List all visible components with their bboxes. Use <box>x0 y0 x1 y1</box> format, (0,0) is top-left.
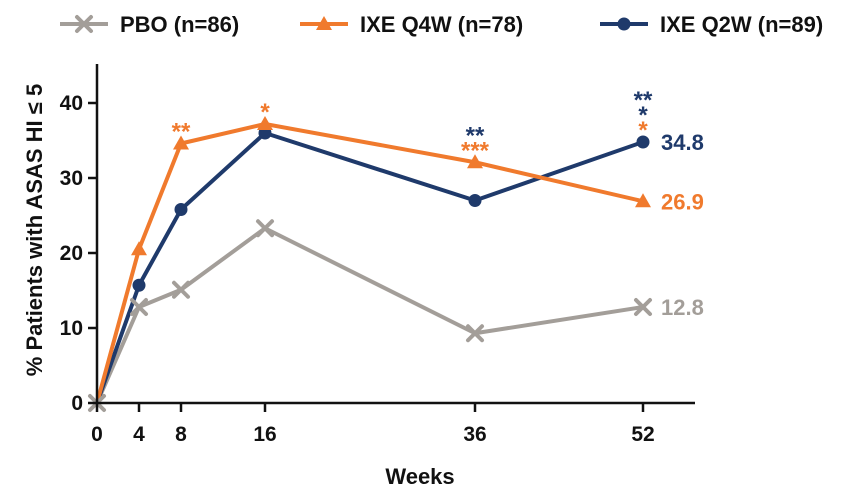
series-line <box>95 131 644 404</box>
end-value-labels: 12.8 26.9 34.8 <box>661 130 704 320</box>
x-tick-label: 52 <box>631 423 654 446</box>
y-tick-label: 30 <box>60 167 83 190</box>
data-point <box>257 116 273 130</box>
data-point <box>468 194 482 207</box>
significance-marker: ** <box>634 87 653 114</box>
data-point <box>636 135 650 149</box>
legend-marker-stroke-b <box>75 15 93 33</box>
y-axis-title: % Patients with ASAS HI ≤ 5 <box>22 84 47 376</box>
significance-marker: * <box>260 99 270 126</box>
legend-label: IXE Q4W (n=78) <box>360 12 523 37</box>
data-point-stroke-b <box>256 219 274 238</box>
y-tick-label: 10 <box>60 317 83 340</box>
x-tick-label: 8 <box>175 423 187 446</box>
data-point <box>132 278 146 292</box>
legend-label: IXE Q2W (n=89) <box>660 12 823 37</box>
data-point <box>172 280 190 299</box>
data-point <box>130 298 148 316</box>
end-value-label: 26.9 <box>661 189 704 214</box>
significance-marker: * <box>638 117 648 144</box>
x-tick-label: 36 <box>463 423 486 446</box>
legend-marker <box>316 16 332 30</box>
end-value-label: 12.8 <box>661 295 704 320</box>
data-point <box>174 203 188 216</box>
data-point-stroke-b <box>130 298 148 316</box>
data-point <box>635 193 651 208</box>
y-tick-label: 0 <box>71 392 83 415</box>
data-point <box>173 135 189 150</box>
data-point <box>256 219 274 238</box>
y-tick-label: 20 <box>60 242 83 265</box>
data-point-stroke-b <box>172 280 190 299</box>
data-point-stroke-b <box>466 324 484 343</box>
series-lines <box>95 122 644 404</box>
data-point <box>634 298 652 316</box>
legend-marker <box>617 17 631 31</box>
x-tick-label: 16 <box>253 423 276 446</box>
x-axis-title: Weeks <box>385 464 454 489</box>
end-value-label: 34.8 <box>661 130 704 155</box>
significance-marker: ** <box>172 119 191 146</box>
significance-marker: ** <box>466 122 485 149</box>
x-tick-label: 0 <box>91 423 103 446</box>
legend-label: PBO (n=86) <box>120 12 239 37</box>
legend-marker <box>75 15 93 33</box>
data-point <box>466 324 484 343</box>
data-point <box>131 241 147 256</box>
data-point <box>467 154 483 169</box>
series-line <box>95 122 644 404</box>
series-line <box>95 226 644 404</box>
legend: PBO (n=86) IXE Q4W (n=78) IXE Q2W (n=89) <box>60 12 823 37</box>
y-tick-label: 40 <box>60 92 83 115</box>
data-point-stroke-b <box>634 298 652 316</box>
x-tick-label: 4 <box>133 423 145 446</box>
significance-marker: * <box>638 102 648 129</box>
axes: 0 10 20 30 40 0 4 8 16 36 52 <box>60 64 695 446</box>
